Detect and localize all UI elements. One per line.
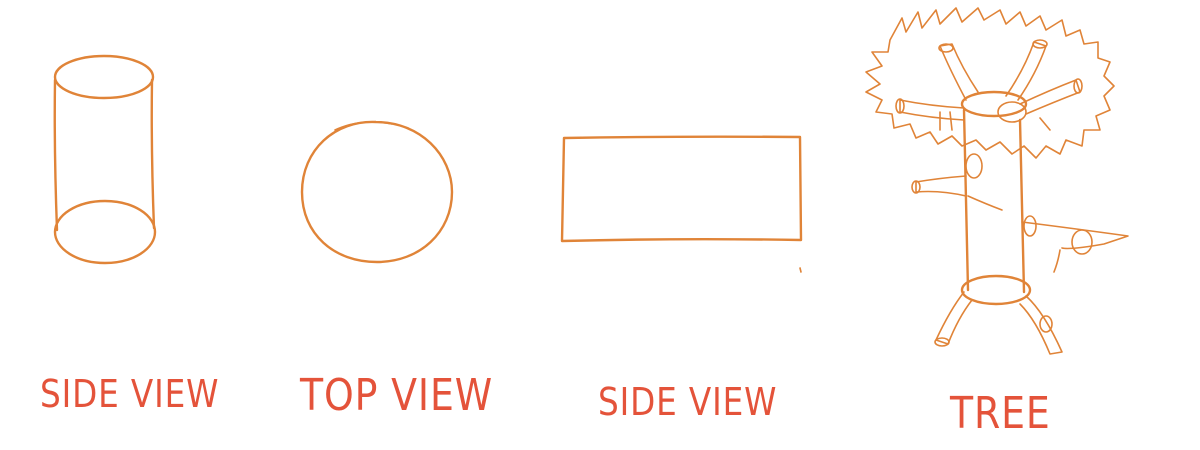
tree-branch-middle-left-stub bbox=[967, 195, 1003, 211]
tree-trunk-right bbox=[1018, 118, 1026, 294]
cylinder-bottom-ellipse bbox=[53, 199, 157, 265]
tree-root-right bbox=[1019, 295, 1063, 355]
caption-side-view-rectangle: SIDE VIEW bbox=[598, 380, 778, 424]
circle-overstroke bbox=[334, 121, 393, 131]
tree-root-left bbox=[935, 291, 973, 345]
tree-trunk-top-ring bbox=[960, 90, 1028, 118]
side-view-rectangle bbox=[560, 135, 803, 243]
top-view-circle bbox=[300, 120, 454, 264]
tree-branch-upper-middle-tip bbox=[1032, 39, 1048, 49]
cylinder-left-edge bbox=[53, 78, 59, 232]
tree-knot-middle-right-small bbox=[1023, 215, 1037, 237]
tree-branch-upper-right bbox=[1019, 79, 1081, 115]
tree-branch-upper-middle bbox=[1005, 41, 1047, 101]
cylinder-top-ellipse bbox=[53, 54, 155, 100]
tree-branch-middle-right bbox=[1021, 221, 1129, 250]
tree-branch-middle-left bbox=[915, 175, 967, 197]
caption-top-view-circle: TOP VIEW bbox=[300, 370, 494, 421]
tree-branch-upper-right-tip bbox=[1073, 78, 1083, 94]
tree-sketch bbox=[865, 7, 1129, 355]
tree-root-right-knot bbox=[1039, 315, 1053, 333]
tree-knot-middle-left bbox=[965, 153, 983, 179]
tree-trunk-left bbox=[962, 108, 970, 292]
tree-root-left-tip bbox=[934, 337, 950, 347]
tree-foliage-stubs bbox=[939, 111, 1051, 131]
caption-tree: TREE bbox=[950, 388, 1051, 439]
cylinder-right-edge bbox=[150, 78, 156, 230]
tree-branch-middle-left-tip bbox=[911, 180, 921, 194]
tree-knot-middle-right bbox=[1071, 229, 1093, 255]
rectangle-sketch bbox=[560, 135, 803, 273]
caption-side-view-cylinder: SIDE VIEW bbox=[40, 372, 220, 416]
tree-branch-upper-left bbox=[939, 43, 979, 101]
tree-branch-upper-left-tip bbox=[938, 43, 954, 53]
tree-trunk-base-ring bbox=[960, 274, 1032, 306]
rectangle-stray-mark bbox=[799, 267, 802, 273]
tree-branch-middle-right-drop bbox=[1053, 249, 1061, 273]
tree-branch-left-lower-foliage bbox=[899, 99, 965, 121]
tree-knot-upper bbox=[997, 101, 1027, 123]
tree-foliage-outline bbox=[865, 7, 1115, 159]
circle-sketch bbox=[300, 120, 454, 264]
tree-branch-left-lower-foliage-tip bbox=[895, 98, 905, 114]
cylinder-sketch bbox=[53, 54, 157, 265]
